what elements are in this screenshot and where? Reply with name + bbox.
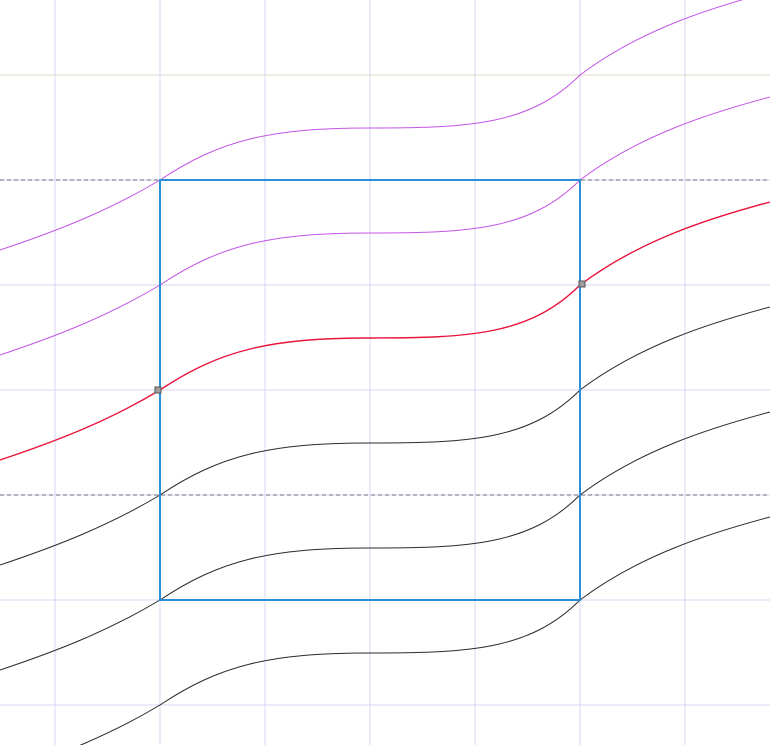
- curve-3[interactable]: [0, 201, 770, 461]
- node-handle-right[interactable]: [578, 280, 586, 288]
- curve-1[interactable]: [0, 0, 770, 251]
- node-handle-left[interactable]: [154, 386, 162, 394]
- curve-4[interactable]: [0, 306, 770, 566]
- curve-5[interactable]: [0, 411, 770, 671]
- curve-2[interactable]: [0, 96, 770, 356]
- curve-6[interactable]: [0, 516, 770, 745]
